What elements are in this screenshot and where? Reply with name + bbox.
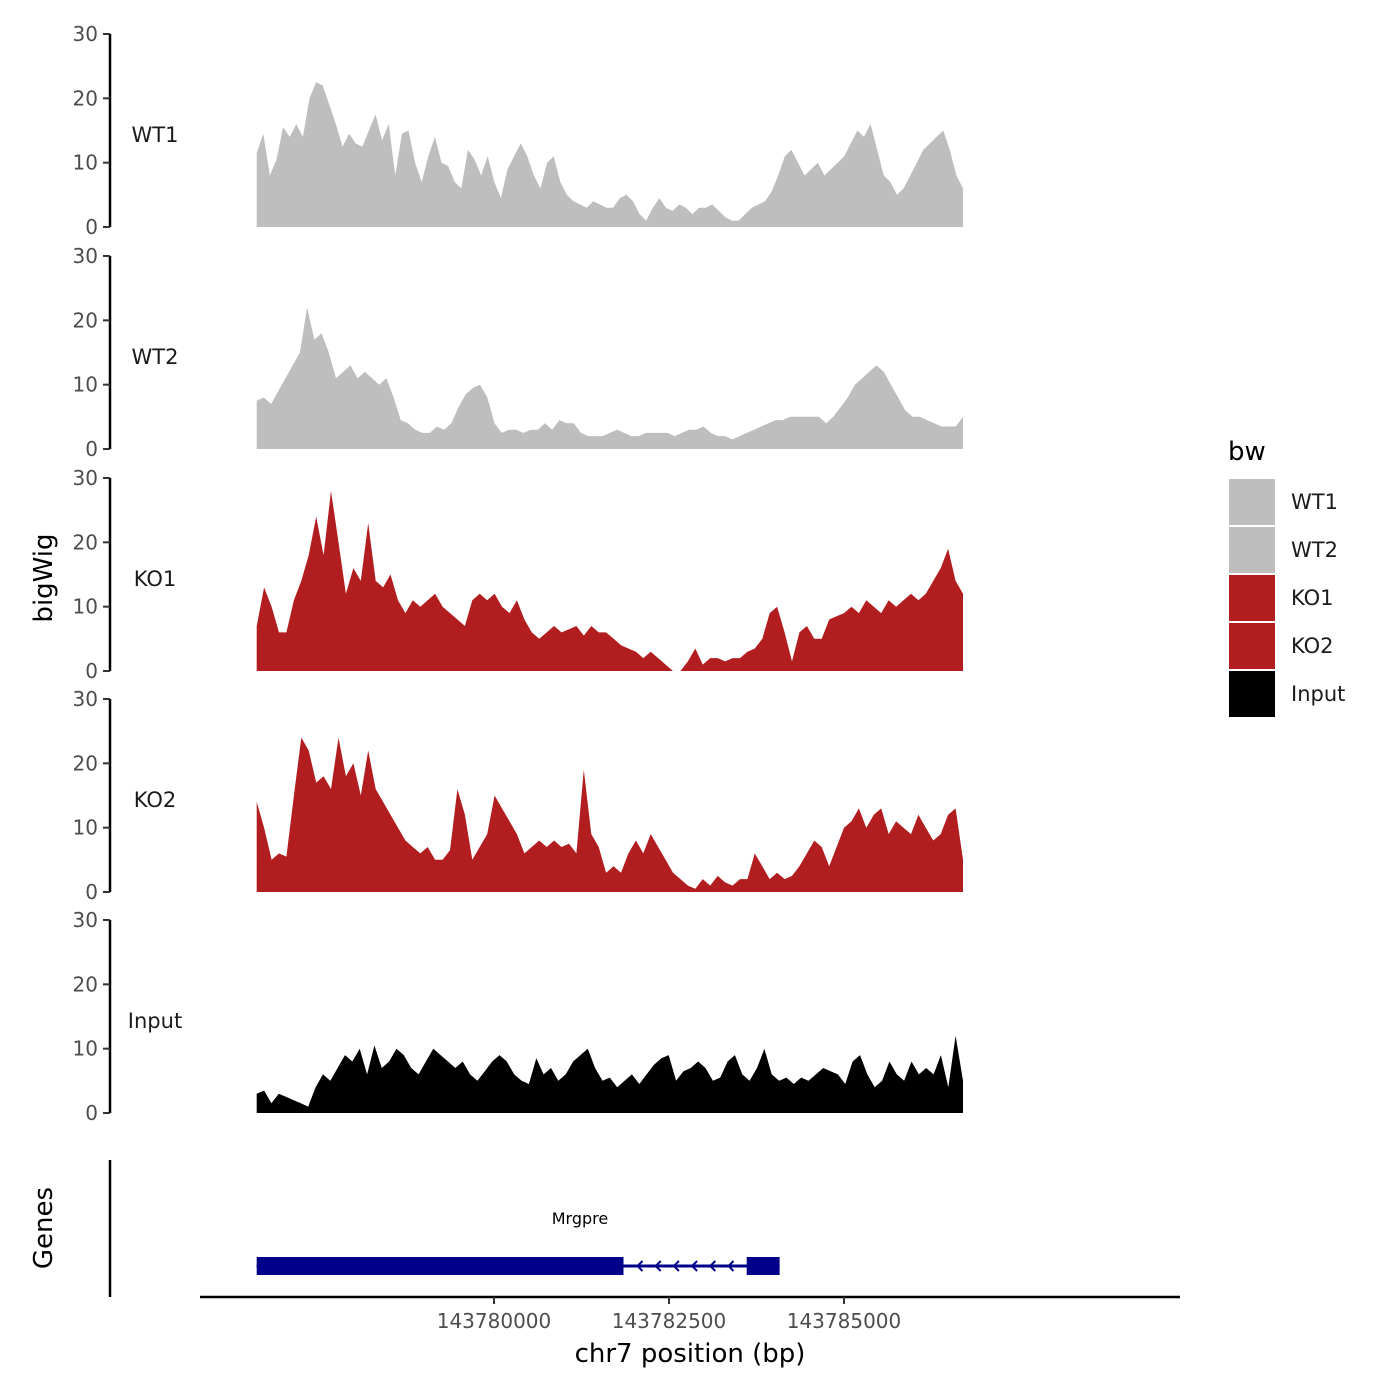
track-ko2: 0 10 20 30 KO2 [73,687,963,904]
gene-name-label: Mrgpre [552,1209,608,1228]
x-tick-label: 143780000 [437,1309,552,1333]
strand-arrow [654,1260,662,1272]
y-tick-label: 10 [73,1037,98,1061]
y-tick-label: 0 [85,215,98,239]
y-tick-label: 10 [73,595,98,619]
strand-arrow [672,1260,680,1272]
area-input [256,1035,963,1113]
y-tick-label: 30 [73,466,98,490]
x-tick-label: 143782500 [612,1309,727,1333]
y-tick-label: 20 [73,972,98,996]
gene-track: Mrgpre [108,1160,780,1297]
gene-exon [746,1257,780,1275]
y-tick-label: 10 [73,816,98,840]
strand-arrow [708,1260,717,1272]
strand-arrow [727,1260,735,1272]
y-tick-label: 30 [73,22,98,46]
legend-label-wt1: WT1 [1291,490,1338,514]
track-label: KO2 [134,788,177,812]
legend-label-input: Input [1291,682,1345,706]
legend-key-wt2 [1229,527,1275,573]
legend-label-ko1: KO1 [1291,586,1334,610]
y-axis-title: bigWig [29,533,59,622]
gene-exon [256,1257,624,1275]
signal-tracks: 0 10 20 30 WT1 0 10 20 30 WT2 0 10 20 30 KO1 0 10 20 30 KO2… [73,22,963,1125]
area-wt1 [256,82,963,227]
legend-key-ko1 [1229,575,1275,621]
y-tick-label: 20 [73,751,98,775]
y-tick-label: 0 [85,659,98,683]
legend: bw WT1 WT2 KO1 KO2 Input [1228,437,1345,717]
strand-arrow [690,1260,698,1272]
legend-key-input [1229,671,1275,717]
y-tick-label: 20 [73,308,98,332]
legend-key-ko2 [1229,623,1275,669]
y-tick-label: 30 [73,244,98,268]
y-tick-label: 20 [73,86,98,110]
y-tick-label: 10 [73,373,98,397]
legend-label-ko2: KO2 [1291,634,1334,658]
y-tick-label: 0 [85,1101,98,1125]
track-wt1: 0 10 20 30 WT1 [73,22,963,239]
x-tick-label: 143785000 [787,1309,902,1333]
legend-label-wt2: WT2 [1291,538,1338,562]
strand-arrow [636,1260,644,1272]
track-label: Input [128,1009,182,1033]
area-wt2 [256,307,963,449]
gene-mrgpre: Mrgpre [256,1209,780,1275]
y-tick-label: 30 [73,687,98,711]
track-label: WT2 [132,345,179,369]
x-axis: 143780000 143782500 143785000 [200,1295,1180,1333]
track-label: KO1 [134,567,177,591]
area-ko2 [256,737,963,892]
area-ko1 [256,490,963,671]
y-tick-label: 0 [85,880,98,904]
track-input: 0 10 20 30 Input [73,908,963,1125]
y-tick-label: 20 [73,530,98,554]
legend-title: bw [1228,437,1266,467]
y-tick-label: 0 [85,437,98,461]
legend-key-wt1 [1229,479,1275,525]
track-wt2: 0 10 20 30 WT2 [73,244,963,461]
x-axis-title: chr7 position (bp) [575,1339,806,1369]
gene-panel-title: Genes [29,1187,59,1269]
y-tick-label: 30 [73,908,98,932]
y-tick-label: 10 [73,151,98,175]
track-ko1: 0 10 20 30 KO1 [73,466,963,683]
track-label: WT1 [132,123,179,147]
